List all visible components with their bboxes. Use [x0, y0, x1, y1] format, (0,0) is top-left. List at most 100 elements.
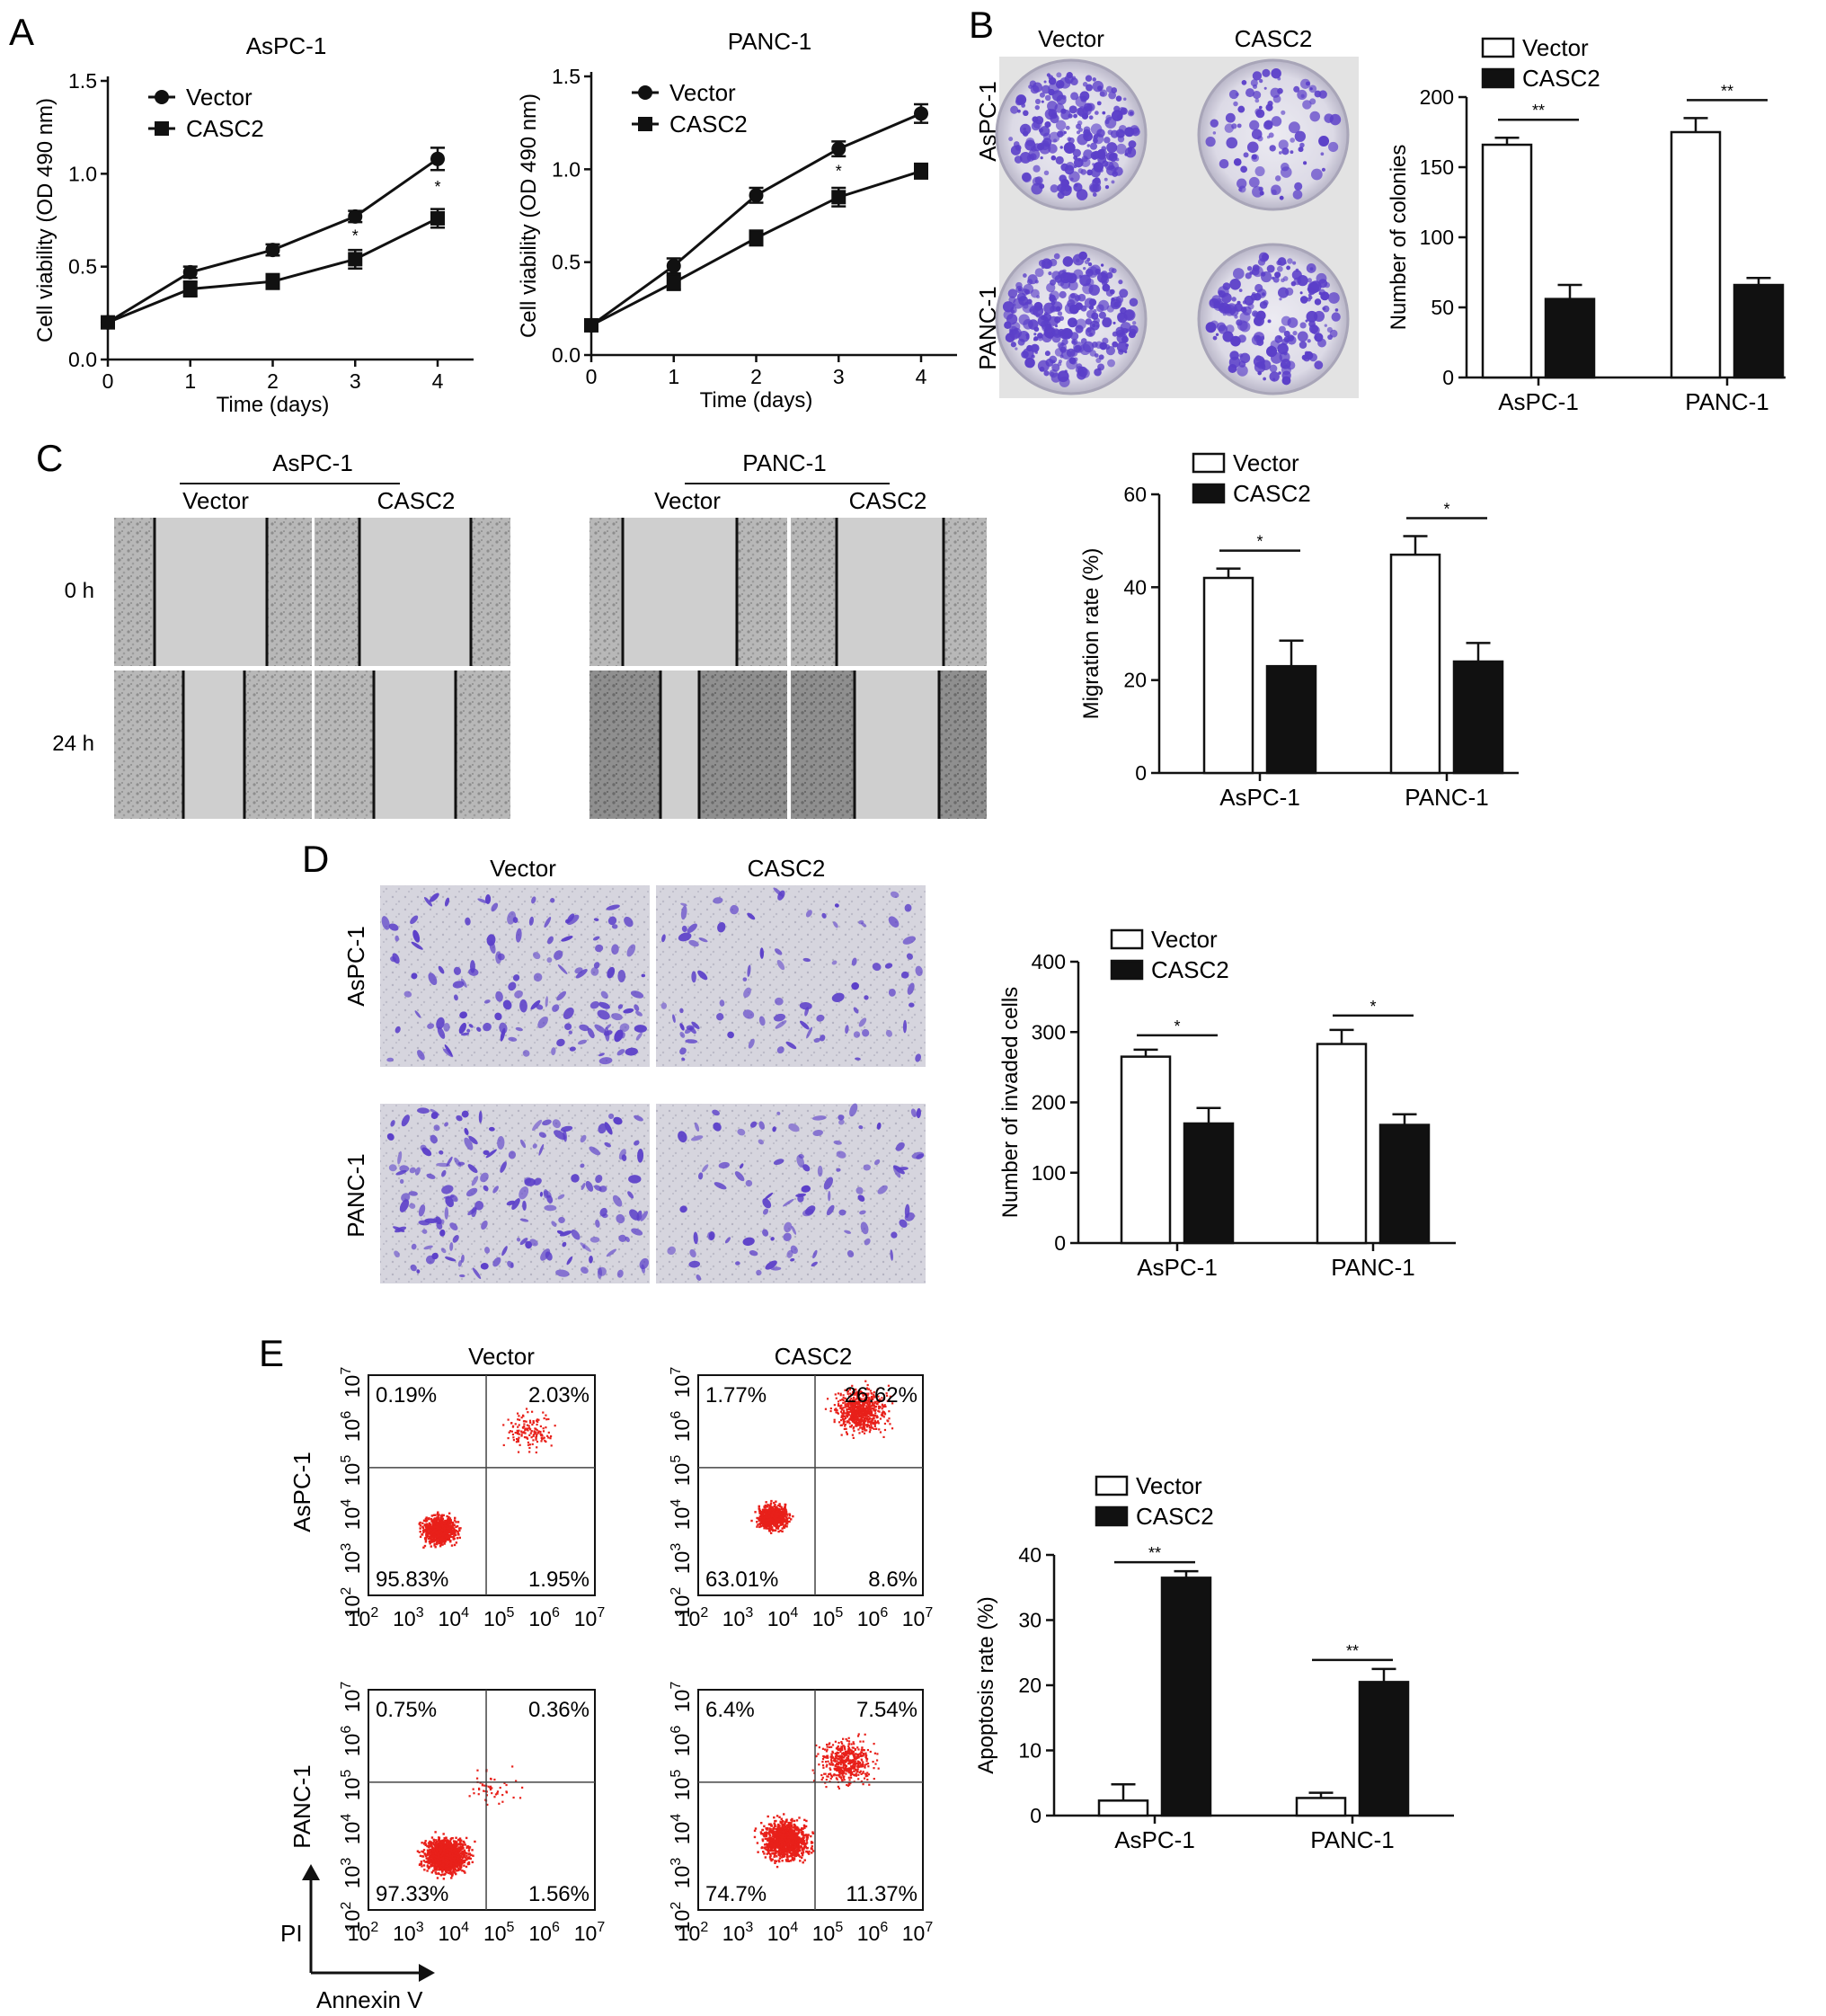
- event-dot: [435, 1531, 438, 1534]
- invaded-cell: [598, 1001, 610, 1009]
- invaded-cell: [748, 1038, 755, 1049]
- event-dot: [451, 1530, 455, 1533]
- event-dot: [763, 1508, 767, 1511]
- colony-dot: [1281, 376, 1291, 386]
- event-dot: [760, 1521, 764, 1523]
- colony-dot: [1263, 377, 1266, 381]
- colony-dot: [1260, 360, 1272, 371]
- event-dot: [854, 1413, 856, 1416]
- invaded-cell: [525, 1240, 533, 1249]
- colony-dot: [1266, 264, 1275, 273]
- colony-dot: [1073, 182, 1083, 192]
- event-dot: [852, 1427, 855, 1430]
- event-dot: [852, 1425, 855, 1429]
- event-dot: [449, 1541, 452, 1543]
- event-dot: [426, 1534, 429, 1537]
- invaded-cell: [838, 1119, 845, 1125]
- event-dot: [773, 1505, 776, 1508]
- invaded-cell: [873, 1159, 881, 1166]
- event-dot: [433, 1849, 436, 1852]
- invaded-cell: [679, 1032, 686, 1038]
- event-dot: [833, 1420, 836, 1424]
- colony-dot: [1328, 292, 1340, 304]
- event-dot: [428, 1532, 430, 1534]
- flow-col-casc2: CASC2: [775, 1343, 853, 1370]
- event-dot: [843, 1417, 846, 1421]
- legend-label-vector: Vector: [1233, 449, 1299, 476]
- event-dot: [518, 1424, 520, 1426]
- invaded-cell: [800, 1020, 810, 1030]
- event-dot: [769, 1504, 772, 1506]
- colony-dot: [1131, 321, 1137, 325]
- invaded-cell: [436, 1162, 450, 1168]
- invaded-cell: [641, 973, 646, 978]
- invaded-cell: [817, 1165, 823, 1177]
- event-dot: [856, 1407, 859, 1409]
- invaded-cell: [488, 1126, 495, 1132]
- event-dot: [769, 1506, 772, 1509]
- event-dot: [863, 1403, 865, 1406]
- event-dot: [453, 1530, 456, 1532]
- event-dot: [456, 1521, 460, 1523]
- event-dot: [433, 1542, 436, 1546]
- event-dot: [438, 1537, 440, 1541]
- invaded-cell: [747, 964, 751, 977]
- colony-dot: [1232, 268, 1245, 280]
- event-dot: [850, 1424, 854, 1426]
- event-dot: [842, 1414, 845, 1417]
- data-point: [101, 315, 115, 330]
- event-dot: [865, 1406, 869, 1409]
- event-dot: [420, 1861, 423, 1863]
- y-decade-exponent: 4: [339, 1499, 354, 1507]
- event-dot: [468, 1846, 471, 1849]
- invaded-cell: [713, 1122, 722, 1132]
- y-decade-label: 103: [669, 1543, 694, 1575]
- event-dot: [542, 1427, 545, 1430]
- colony-dot: [1313, 310, 1325, 322]
- legend-label-casc2: CASC2: [1522, 65, 1600, 92]
- colony-dot: [1111, 298, 1115, 302]
- event-dot: [781, 1527, 784, 1530]
- event-dot: [516, 1432, 519, 1435]
- invaded-cell: [627, 1191, 634, 1199]
- event-dot: [763, 1505, 767, 1509]
- y-tick-label: 50: [1431, 296, 1454, 319]
- colony-dot: [1010, 105, 1019, 114]
- flow-col-vector: Vector: [468, 1343, 535, 1370]
- event-dot: [419, 1524, 422, 1527]
- colony-dot: [1258, 186, 1263, 191]
- x-tick-label: 1: [668, 365, 679, 388]
- event-dot: [539, 1430, 542, 1434]
- event-dot: [784, 1503, 786, 1506]
- colony-dot: [1292, 261, 1297, 265]
- event-dot: [449, 1868, 452, 1871]
- event-dot: [523, 1425, 526, 1428]
- colony-dot: [1073, 164, 1077, 169]
- event-dot: [840, 1424, 844, 1426]
- y-tick-label: 100: [1032, 1161, 1066, 1185]
- colony-dot: [1299, 341, 1307, 349]
- event-dot: [788, 1520, 791, 1523]
- colony-dot: [1034, 104, 1040, 111]
- legend-swatch-vector: [1110, 928, 1144, 950]
- event-dot: [836, 1411, 839, 1414]
- invaded-cell: [483, 1185, 489, 1192]
- invaded-cell: [508, 1036, 518, 1042]
- event-dot: [520, 1417, 523, 1419]
- colony-dot: [1075, 344, 1082, 351]
- invaded-cell: [421, 1229, 428, 1234]
- event-dot: [456, 1868, 460, 1870]
- event-dot: [422, 1546, 425, 1549]
- colony-dot: [1314, 90, 1322, 98]
- invaded-cell: [796, 1155, 805, 1168]
- colony-dot: [1111, 268, 1117, 274]
- colony-dot: [1034, 116, 1044, 125]
- colony-dot: [1310, 168, 1323, 181]
- event-dot: [424, 1840, 427, 1843]
- event-dot: [528, 1419, 532, 1422]
- event-dot: [453, 1867, 456, 1869]
- event-dot: [882, 1398, 886, 1400]
- invaded-cell: [571, 1229, 581, 1240]
- event-dot: [439, 1519, 442, 1522]
- colony-dot: [1045, 358, 1054, 367]
